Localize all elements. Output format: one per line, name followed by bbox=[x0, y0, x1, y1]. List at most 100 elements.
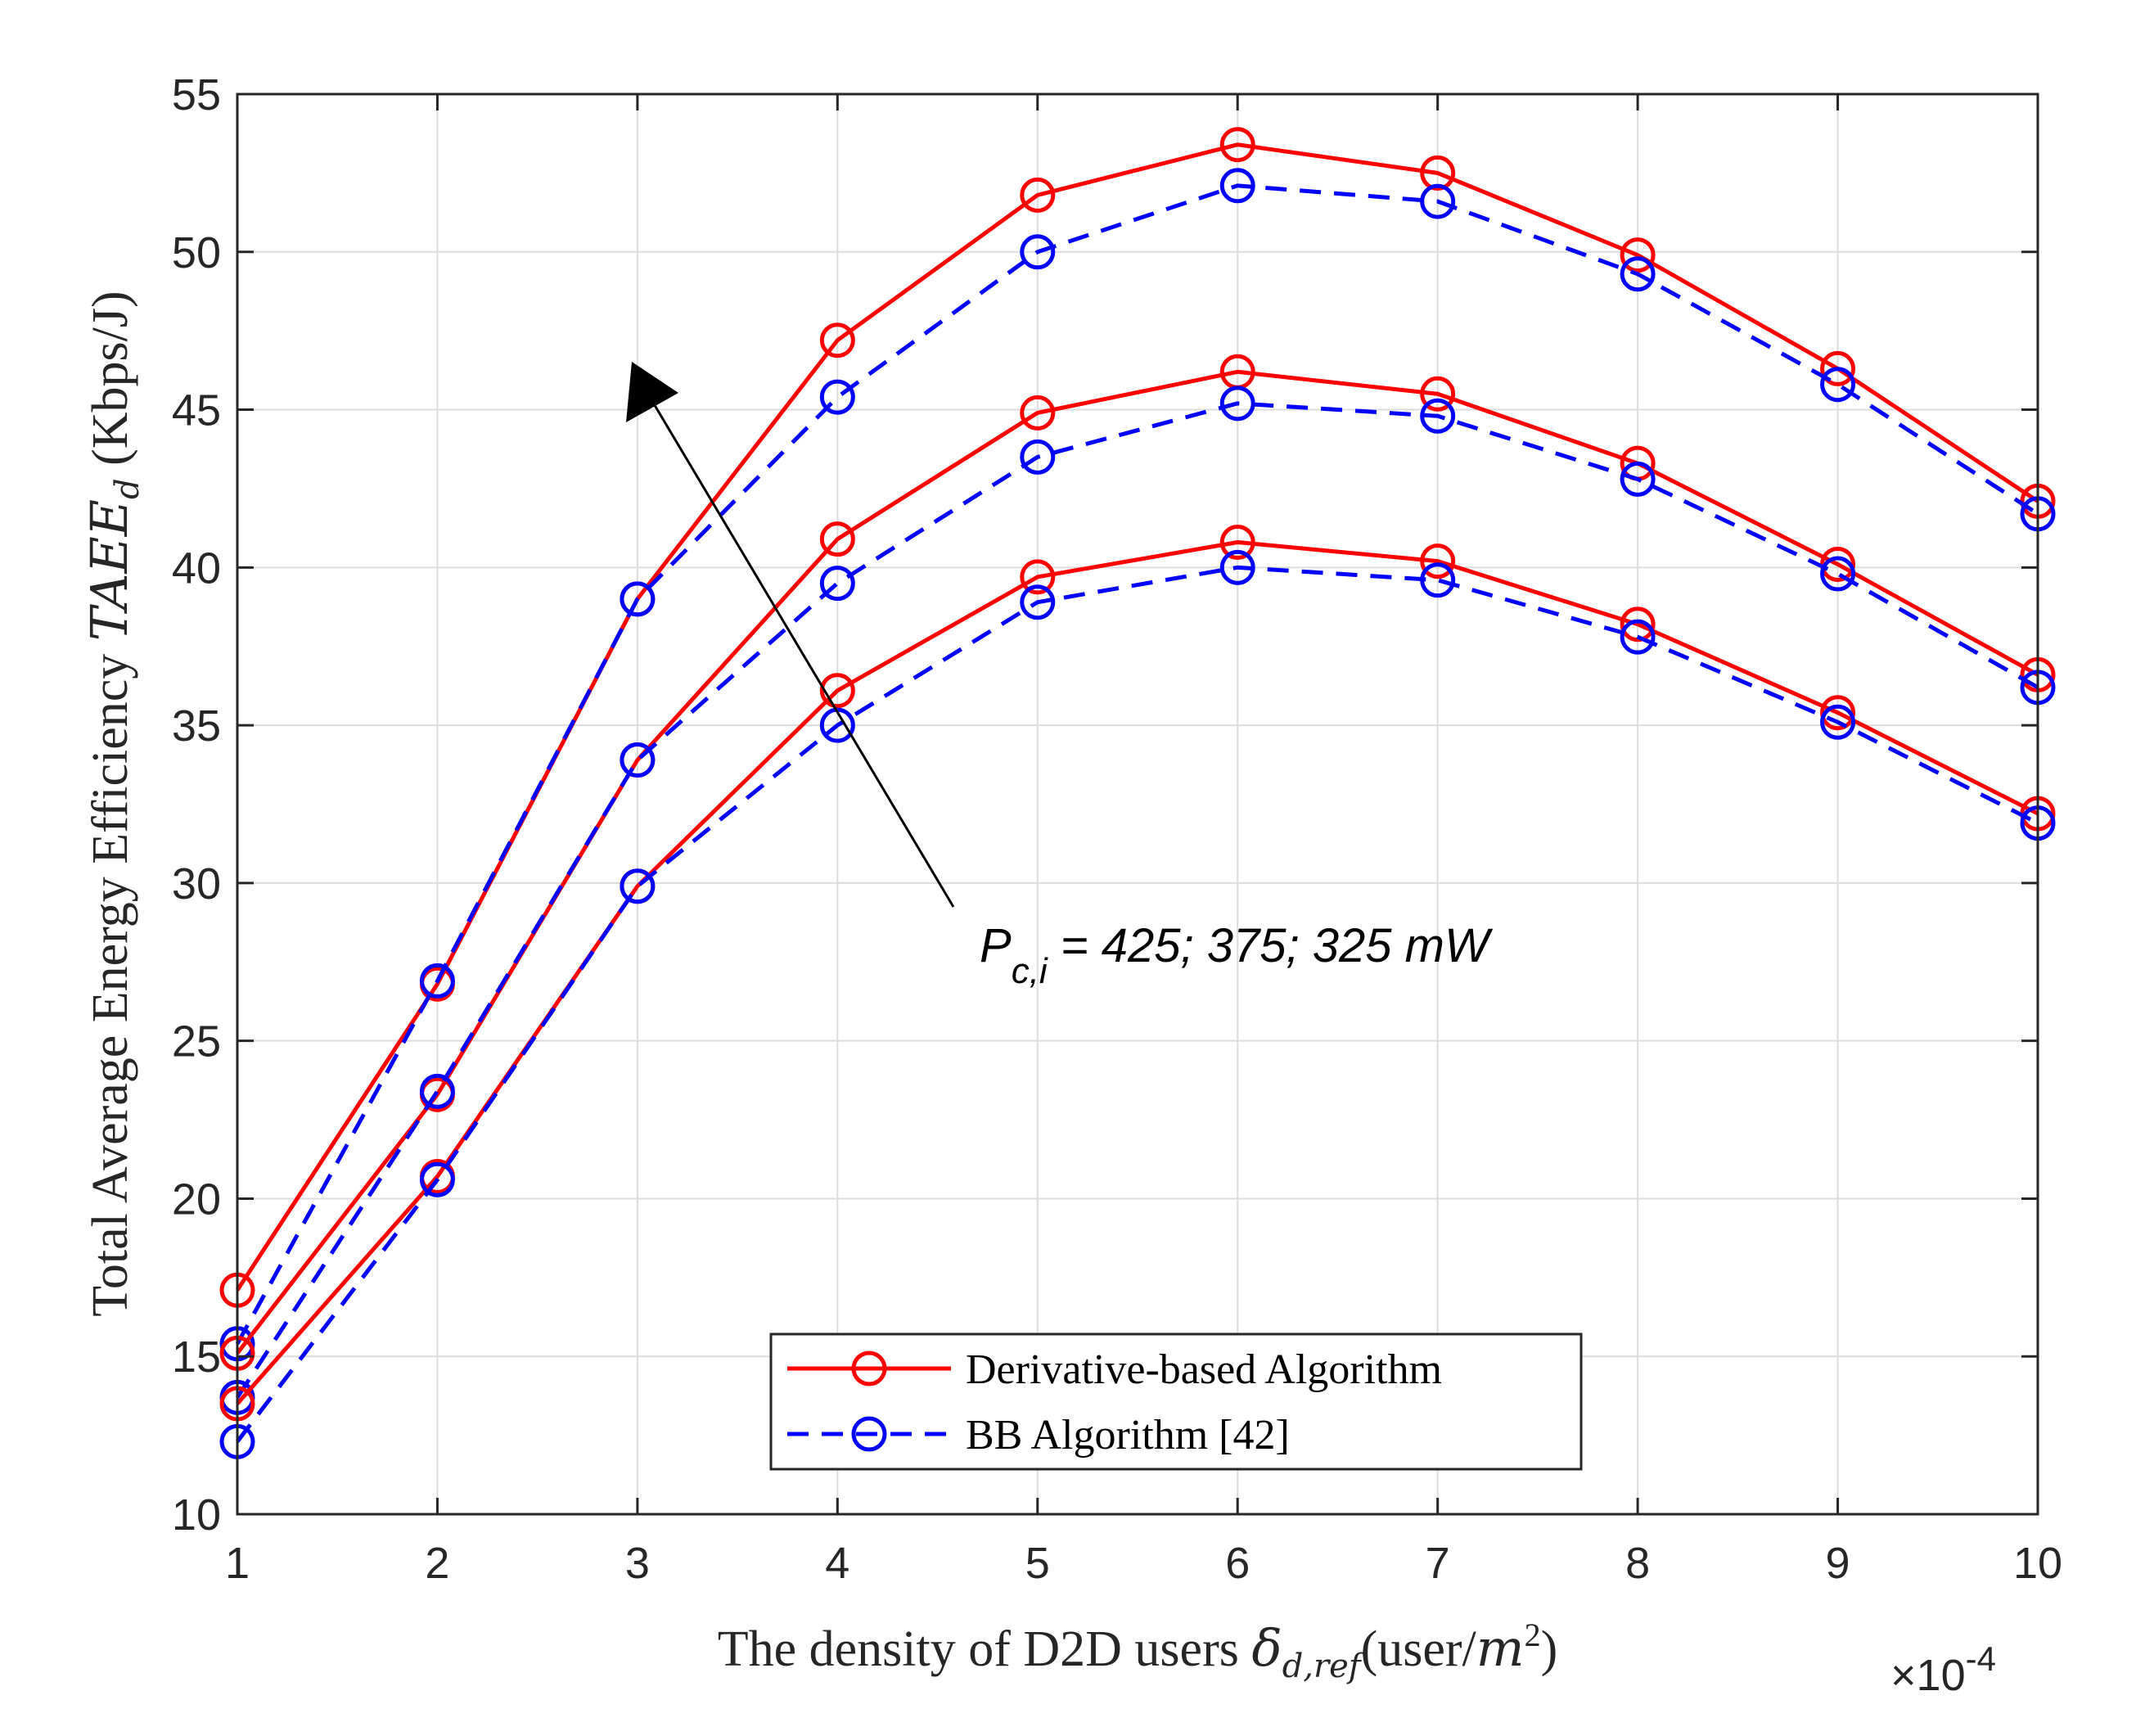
x-tick-label: 8 bbox=[1625, 1539, 1650, 1588]
data-point bbox=[620, 581, 656, 617]
x-tick-label: 4 bbox=[825, 1539, 849, 1588]
legend-label-bb: BB Algorithm [42] bbox=[966, 1412, 1290, 1459]
data-point bbox=[1420, 398, 1456, 434]
x-tick-label: 10 bbox=[2013, 1539, 2062, 1588]
legend-box bbox=[769, 1332, 1583, 1471]
data-point bbox=[1219, 127, 1255, 163]
data-point bbox=[1219, 386, 1255, 422]
data-point bbox=[1020, 559, 1056, 595]
axes-box bbox=[236, 92, 2039, 1516]
annotation-arrow-line bbox=[641, 384, 955, 908]
annotation-subscript: c,i bbox=[1012, 951, 1048, 991]
data-point bbox=[1820, 556, 1856, 592]
data-point bbox=[1620, 606, 1656, 643]
data-point bbox=[1219, 168, 1255, 204]
data-point bbox=[1620, 461, 1656, 497]
legend-marker-bb bbox=[851, 1416, 887, 1452]
data-point bbox=[620, 742, 656, 778]
series-line bbox=[235, 401, 2039, 1399]
y-tick-label: 20 bbox=[172, 1175, 221, 1224]
legend: Derivative-based Algorithm BB Algorithm … bbox=[769, 1332, 1583, 1471]
series-line bbox=[235, 183, 2039, 1346]
series-layer bbox=[219, 127, 2056, 1459]
plot-area bbox=[237, 94, 2038, 1514]
x-axis-symbol-subscript: d,ref bbox=[1282, 1648, 1366, 1685]
y-axis-symbol-subscript: d bbox=[109, 478, 146, 499]
y-tick-label: 15 bbox=[172, 1332, 221, 1382]
x-exponent-label: ×10-4 bbox=[1890, 1639, 1996, 1700]
x-axis-symbol: δ bbox=[1251, 1618, 1282, 1678]
x-axis-unit-close: ) bbox=[1541, 1621, 1558, 1677]
y-tick-label: 35 bbox=[172, 701, 221, 751]
data-point bbox=[1420, 543, 1456, 579]
y-tick-label: 10 bbox=[172, 1490, 221, 1540]
data-point bbox=[819, 322, 855, 358]
x-tick-label: 9 bbox=[1826, 1539, 1850, 1588]
series-line bbox=[236, 539, 2039, 1405]
data-point bbox=[419, 1073, 455, 1109]
x-axis-unit-var: m bbox=[1476, 1618, 1525, 1678]
data-point bbox=[819, 379, 855, 415]
data-point bbox=[620, 868, 656, 904]
data-point bbox=[819, 521, 855, 557]
data-point bbox=[819, 673, 855, 709]
y-tick-label: 45 bbox=[172, 386, 221, 435]
y-axis-label-text: Total Average Energy Efficiency bbox=[83, 641, 138, 1316]
annotation-values: = 425; 375; 325 mW bbox=[1048, 919, 1494, 972]
x-tick-label: 3 bbox=[625, 1539, 650, 1588]
x-axis-unit-sup: 2 bbox=[1525, 1617, 1541, 1653]
series-5 bbox=[219, 549, 2056, 1459]
y-axis-symbol: TAEE bbox=[79, 499, 139, 641]
data-point bbox=[1420, 376, 1456, 412]
annotation-arrow-head bbox=[626, 362, 678, 422]
data-point bbox=[1820, 695, 1856, 731]
data-point bbox=[1820, 350, 1856, 386]
data-point bbox=[1620, 619, 1656, 655]
x-axis-label-text: The density of D2D users bbox=[718, 1621, 1252, 1677]
data-point bbox=[1620, 237, 1656, 273]
series-1 bbox=[219, 168, 2056, 1362]
data-point bbox=[1420, 155, 1456, 191]
y-tick-label: 50 bbox=[172, 228, 221, 277]
axes bbox=[236, 92, 2039, 1516]
x-exponent-power: -4 bbox=[1966, 1639, 1996, 1678]
legend-marker-derivative bbox=[851, 1350, 887, 1387]
data-point bbox=[1820, 367, 1856, 403]
y-tick-label: 30 bbox=[172, 859, 221, 909]
annotation-text: Pc,i = 425; 375; 325 mW bbox=[980, 919, 1494, 991]
annotation: Pc,i = 425; 375; 325 mW bbox=[626, 362, 1494, 991]
data-point bbox=[1219, 524, 1255, 560]
series-4 bbox=[219, 524, 2056, 1422]
y-axis-unit: (Kbps/J) bbox=[83, 291, 138, 478]
x-tick-label: 1 bbox=[225, 1539, 250, 1588]
data-point bbox=[1620, 256, 1656, 292]
data-point bbox=[819, 707, 855, 743]
y-tick-label: 25 bbox=[172, 1017, 221, 1066]
data-point bbox=[1020, 584, 1056, 620]
data-point bbox=[1219, 549, 1255, 585]
x-axis-unit-open: (user/ bbox=[1361, 1621, 1477, 1677]
data-point bbox=[1420, 183, 1456, 219]
y-tick-label: 40 bbox=[172, 543, 221, 593]
data-point bbox=[419, 1161, 455, 1197]
x-tick-label: 2 bbox=[425, 1539, 449, 1588]
data-point bbox=[1420, 562, 1456, 598]
data-point bbox=[1020, 234, 1056, 270]
x-exponent-base: ×10 bbox=[1890, 1651, 1966, 1700]
data-point bbox=[1020, 439, 1056, 475]
data-point bbox=[419, 963, 455, 999]
data-point bbox=[819, 566, 855, 602]
y-axis-label: Total Average Energy Efficiency TAEEd (K… bbox=[79, 291, 146, 1316]
series-line bbox=[236, 565, 2039, 1443]
x-axis-label: The density of D2D users δd,ref(user/m2) bbox=[718, 1617, 1557, 1685]
y-tick-label: 55 bbox=[172, 70, 221, 119]
annotation-symbol: P bbox=[980, 919, 1012, 972]
legend-label-derivative: Derivative-based Algorithm bbox=[966, 1346, 1442, 1393]
x-tick-label: 5 bbox=[1025, 1539, 1050, 1588]
data-point bbox=[1020, 177, 1056, 213]
x-tick-label: 7 bbox=[1426, 1539, 1450, 1588]
data-point bbox=[1020, 395, 1056, 431]
